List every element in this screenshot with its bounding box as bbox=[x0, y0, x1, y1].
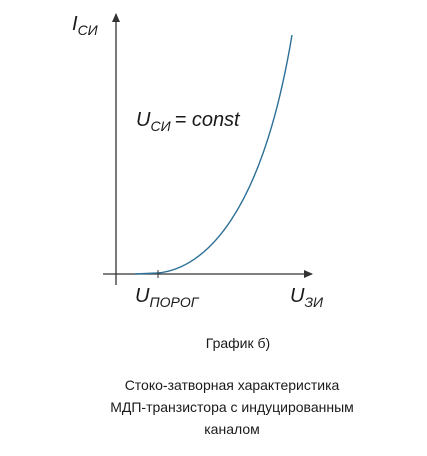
label-part: СИ bbox=[150, 118, 171, 134]
label-part: = const bbox=[175, 109, 241, 131]
condition-label: UСИ = const bbox=[136, 109, 241, 134]
label-part: СИ bbox=[78, 22, 99, 38]
caption-line: каналом bbox=[204, 421, 259, 437]
threshold-label: UПОРОГ bbox=[135, 285, 200, 310]
caption-line: Стоко-затворная характеристика bbox=[125, 377, 340, 393]
y-axis-label: IСИ bbox=[72, 13, 99, 38]
graph-title: График б) bbox=[206, 335, 270, 351]
x-axis-label: UЗИ bbox=[290, 285, 324, 310]
transfer-curve bbox=[134, 34, 293, 275]
label-part: U bbox=[135, 285, 150, 307]
label-part: U bbox=[290, 285, 305, 307]
label-part: U bbox=[136, 109, 151, 131]
label-part: I bbox=[72, 13, 78, 35]
caption-line: МДП-транзистора с индуцированным bbox=[110, 399, 354, 415]
label-part: ЗИ bbox=[304, 294, 324, 310]
label-part: ПОРОГ bbox=[149, 294, 199, 310]
